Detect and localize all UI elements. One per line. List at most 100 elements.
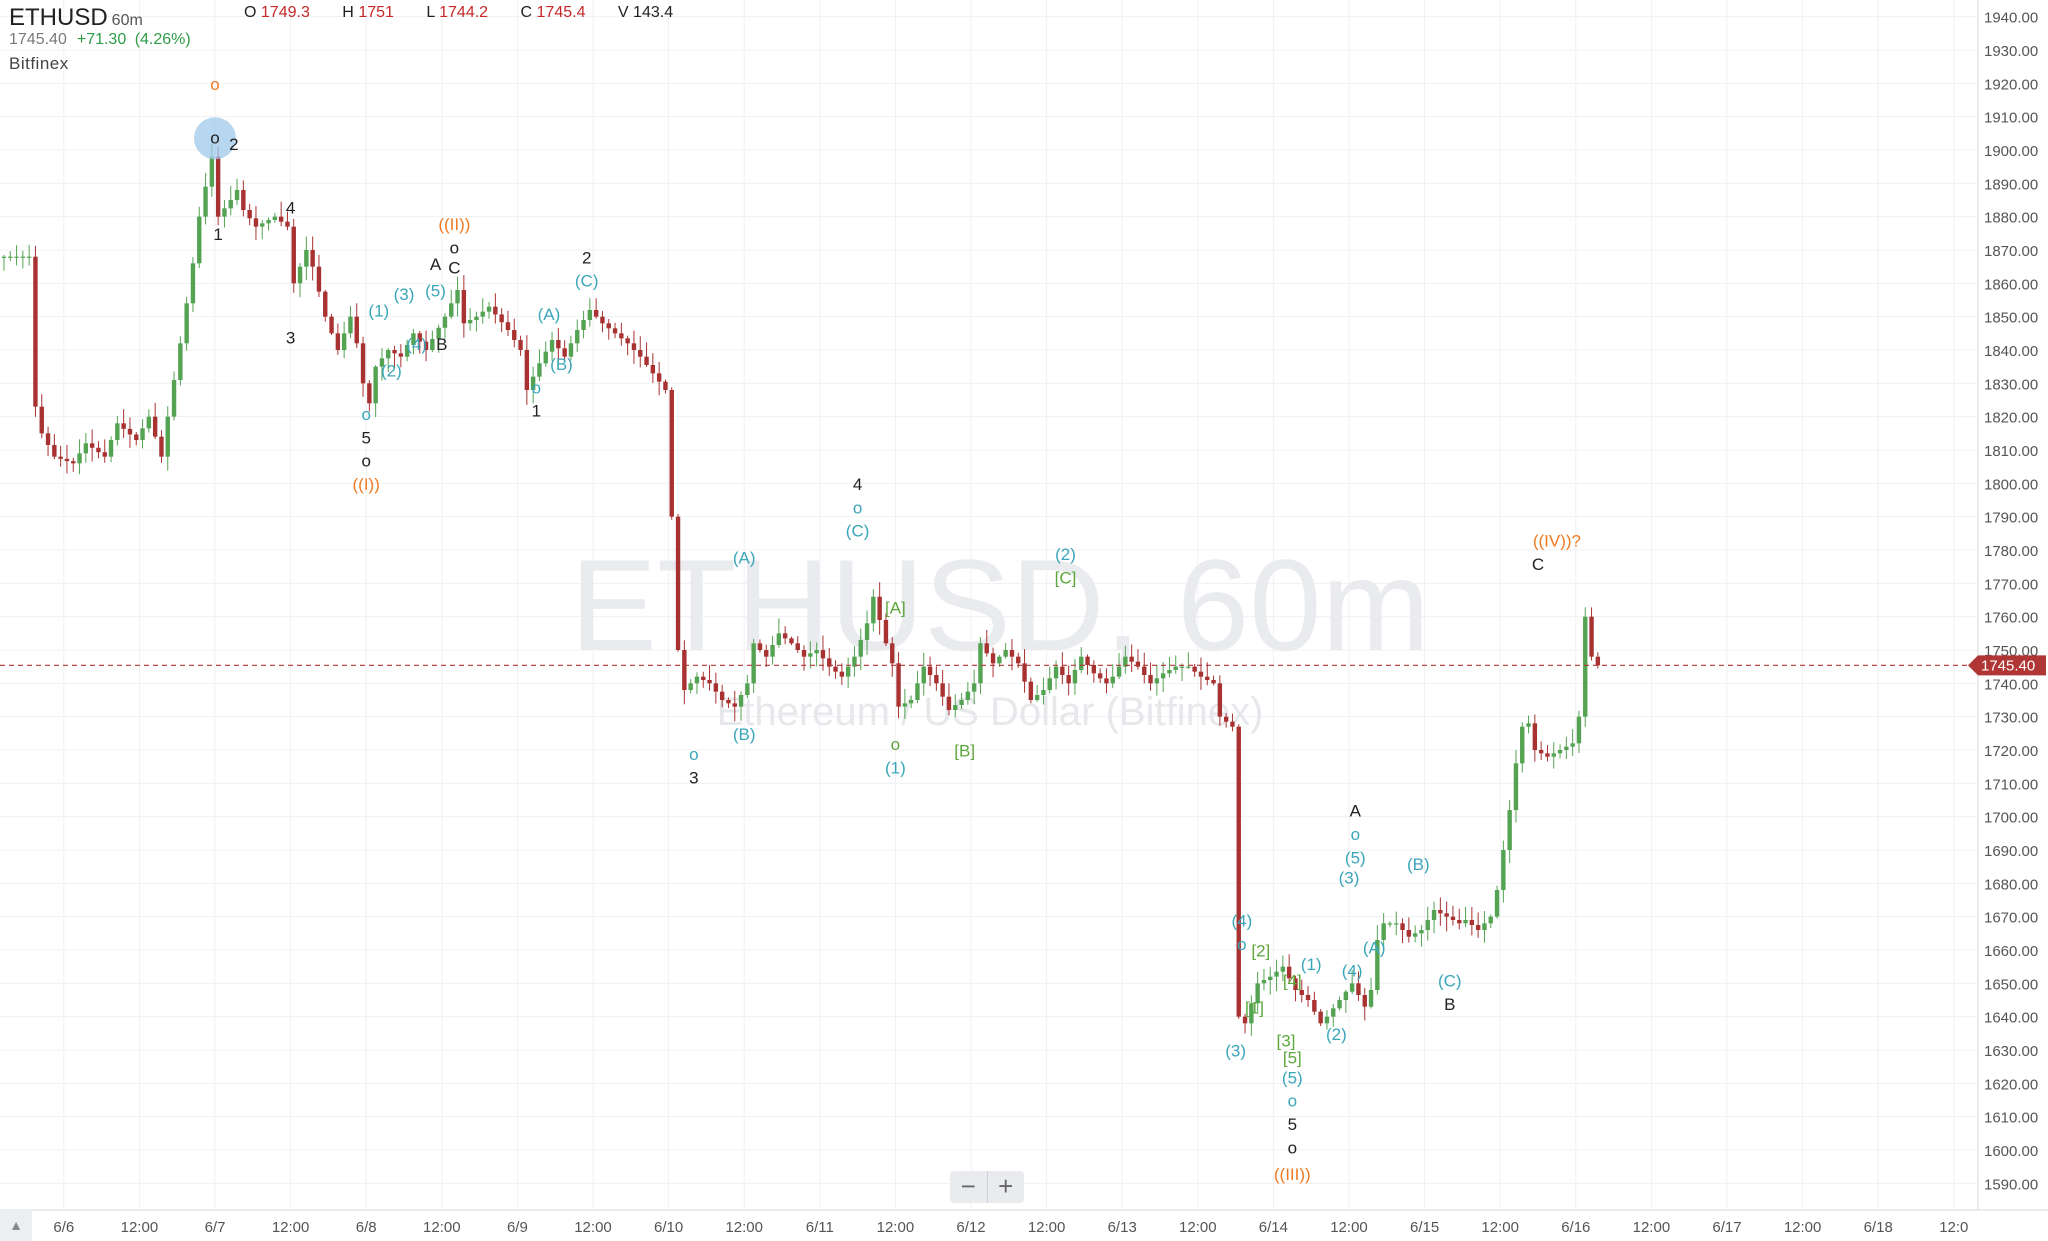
candle-body <box>493 306 498 315</box>
time-tick-label: 6/13 <box>1108 1219 1137 1236</box>
candle-body <box>77 453 82 464</box>
candle-body <box>247 210 252 219</box>
wave-label: (C) <box>575 272 599 291</box>
candle-body <box>827 658 832 667</box>
price-tick-label: 1800.00 <box>1984 476 2038 493</box>
candle-body <box>1217 683 1223 717</box>
candle-body <box>127 428 133 435</box>
candle-body <box>1173 666 1178 670</box>
candle-body <box>650 365 656 374</box>
candle-body <box>1387 923 1393 925</box>
last-price-tag-shape <box>1968 655 2046 676</box>
time-tick-label: 12:00 <box>1028 1219 1066 1236</box>
price-tick-label: 1730.00 <box>1984 710 2038 727</box>
wave-label: o <box>450 238 459 257</box>
candle-body <box>197 216 202 264</box>
candle-body <box>1450 916 1456 920</box>
wave-label: o <box>361 452 370 471</box>
candle-body <box>1104 678 1109 684</box>
last-price: 1745.40 <box>9 31 67 48</box>
wave-label: 3 <box>689 768 698 787</box>
candle-body <box>814 650 819 654</box>
candle-body <box>934 675 939 684</box>
candle-body <box>26 256 32 258</box>
candle-body <box>1142 666 1147 675</box>
scroll-toggle-button[interactable]: ▲ <box>0 1210 32 1241</box>
price-tick-label: 1810.00 <box>1984 443 2038 460</box>
candle-body <box>1274 971 1279 977</box>
candle-body <box>373 366 378 404</box>
candle-body <box>354 316 359 344</box>
candle-body <box>348 316 353 334</box>
candle-body <box>587 310 593 320</box>
candle-body <box>1557 750 1563 754</box>
candle-body <box>1501 850 1506 890</box>
candle-body <box>902 703 908 707</box>
candle-body <box>1116 666 1122 677</box>
price-tick-label: 1720.00 <box>1984 743 2038 760</box>
candle-body <box>39 406 44 434</box>
price-tick-label: 1860.00 <box>1984 276 2038 293</box>
candle-body <box>1324 1016 1330 1024</box>
candle-body <box>1110 676 1115 684</box>
candle-body <box>367 383 372 404</box>
candle-body <box>171 380 177 417</box>
candle-body <box>940 683 945 697</box>
price-tick-label: 1640.00 <box>1984 1010 2038 1027</box>
candle-body <box>1091 665 1097 674</box>
wave-label: (A) <box>538 305 561 324</box>
volume-value: 143.4 <box>633 4 674 21</box>
candle-body <box>505 322 511 330</box>
candle-body <box>1463 920 1468 924</box>
candle-body <box>1160 673 1166 679</box>
candle-body <box>1293 978 1298 990</box>
wave-label: [B] <box>954 742 975 761</box>
wave-label: (1) <box>885 758 906 777</box>
price-tick-label: 1690.00 <box>1984 843 2038 860</box>
candle-body <box>575 330 580 344</box>
price-tick-label: 1620.00 <box>1984 1076 2038 1093</box>
wave-label: 4 <box>286 198 295 217</box>
candle-body <box>619 333 624 339</box>
time-axis[interactable]: 6/6 12:00 6/7 12:00 6/8 12:00 6/9 12:00 6/10 12:0… <box>53 1219 1968 1236</box>
price-axis[interactable]: 1590.00 1600.00 1610.00 1620.00 1630.00 1640.… <box>1984 10 2038 1194</box>
symbol-header: ETHUSD 60m <box>9 4 143 32</box>
candle-body <box>108 440 114 457</box>
candle-body <box>669 390 674 517</box>
zoom-in-button[interactable]: + <box>998 1171 1014 1201</box>
time-tick-label: 6/6 <box>53 1219 74 1236</box>
candle-body <box>770 645 775 657</box>
candle-body <box>1249 1003 1254 1024</box>
zoom-out-button[interactable]: − <box>950 1171 988 1203</box>
timeframe-label[interactable]: 60m <box>111 12 143 29</box>
candle-body <box>1034 695 1040 700</box>
candle-body <box>707 680 712 684</box>
candle-body <box>701 676 706 680</box>
wave-label: (4) <box>1342 962 1363 981</box>
candle-body <box>726 700 731 704</box>
wave-label: o <box>1288 1092 1297 1111</box>
candle-body <box>896 663 901 707</box>
price-tick-label: 1820.00 <box>1984 410 2038 427</box>
open-key: O <box>244 4 257 21</box>
candle-body <box>953 705 958 710</box>
candle-body <box>20 256 26 258</box>
candle-body <box>1009 650 1015 657</box>
candle-body <box>537 363 542 377</box>
time-tick-label: 6/18 <box>1864 1219 1893 1236</box>
candle-body <box>1394 923 1399 925</box>
candle-body <box>1286 966 1292 979</box>
last-price-tag-label: 1745.40 <box>1981 657 2035 674</box>
candle-body <box>839 671 845 677</box>
time-tick-label: 12:00 <box>1633 1219 1671 1236</box>
wave-label: (C) <box>846 522 870 541</box>
zoom-controls: − + <box>950 1171 1024 1203</box>
wave-label: (1) <box>1301 955 1322 974</box>
candle-body <box>795 643 800 650</box>
candle-body <box>430 338 435 350</box>
candle-body <box>33 256 38 407</box>
candle-body <box>719 691 725 700</box>
candle-body <box>234 190 240 200</box>
candle-body <box>291 226 296 284</box>
